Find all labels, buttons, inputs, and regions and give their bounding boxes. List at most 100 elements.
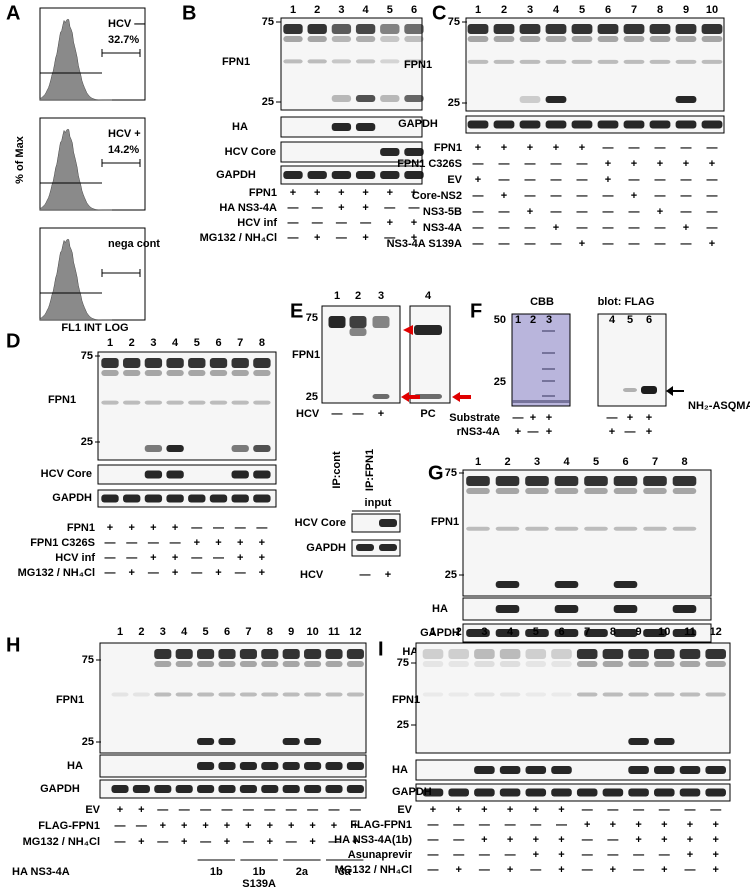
band — [613, 605, 638, 613]
band — [166, 370, 184, 376]
histogram-percent: 14.2% — [108, 144, 139, 156]
sign: — — [530, 864, 541, 876]
band — [705, 649, 726, 659]
sign: + — [687, 819, 693, 831]
band — [643, 488, 667, 494]
band — [282, 649, 300, 659]
sign: + — [646, 412, 652, 424]
lane-number: 3 — [534, 456, 540, 468]
sign: — — [629, 222, 640, 234]
sign: + — [150, 522, 156, 534]
lane-number: 3 — [481, 626, 487, 638]
band — [495, 526, 520, 531]
lane-number: 2 — [504, 456, 510, 468]
band — [166, 400, 184, 405]
sign: — — [577, 190, 588, 202]
band — [597, 120, 619, 129]
band — [379, 519, 397, 527]
sign: — — [336, 232, 347, 244]
sign: + — [610, 819, 616, 831]
band — [467, 59, 489, 64]
sign: — — [577, 206, 588, 218]
lane-number: 8 — [657, 4, 663, 16]
band — [576, 649, 598, 659]
band — [380, 36, 400, 42]
sign: + — [530, 412, 536, 424]
band — [101, 370, 119, 376]
group-name: 3a — [339, 866, 352, 878]
group-name: 1b — [210, 866, 223, 878]
group-name: S139A — [242, 878, 276, 890]
sign: — — [136, 820, 147, 832]
marker-label: 75 — [306, 312, 318, 324]
band — [239, 785, 257, 793]
band — [597, 24, 619, 34]
band — [356, 544, 374, 551]
sign: — — [710, 804, 721, 816]
sign: + — [657, 206, 663, 218]
band — [239, 661, 257, 667]
band — [209, 358, 228, 368]
lane-number: 10 — [706, 4, 718, 16]
sign: — — [655, 142, 666, 154]
sign: + — [481, 834, 487, 846]
lane-number: 6 — [622, 456, 628, 468]
sign: — — [655, 190, 666, 202]
sign: + — [661, 864, 667, 876]
lane-number: 5 — [533, 626, 539, 638]
lane-number: 9 — [288, 626, 294, 638]
row-label: MG132 / NH₄Cl — [200, 232, 277, 244]
band — [188, 358, 206, 368]
histogram-label: HCV — — [108, 18, 145, 30]
lane-number: 4 — [425, 290, 432, 302]
band — [144, 370, 163, 376]
band — [525, 476, 549, 486]
sign: + — [309, 820, 315, 832]
sign: — — [499, 238, 510, 250]
band — [495, 605, 520, 613]
band — [499, 692, 521, 697]
band — [414, 394, 442, 399]
band — [197, 661, 215, 667]
sign: + — [712, 819, 718, 831]
row-label: Core-NS2 — [412, 190, 462, 202]
band — [304, 762, 322, 770]
band — [643, 476, 667, 486]
sign: + — [331, 820, 337, 832]
band — [705, 661, 726, 667]
band — [304, 738, 322, 745]
lane-number: 4 — [553, 4, 560, 16]
band — [123, 358, 141, 368]
sign: + — [605, 174, 611, 186]
lane-number: 1 — [475, 456, 481, 468]
band — [493, 24, 515, 34]
lane-number: 10 — [306, 626, 318, 638]
band — [349, 316, 367, 328]
band — [672, 629, 697, 637]
band — [675, 24, 697, 34]
band — [628, 661, 649, 667]
sign: + — [609, 426, 615, 438]
group-label: HA NS3-4A — [12, 866, 70, 878]
band — [197, 785, 215, 793]
histogram-frame — [39, 117, 146, 211]
row-label: NS3-5B — [423, 206, 462, 218]
band — [197, 692, 215, 697]
band — [495, 476, 520, 486]
band — [499, 649, 521, 659]
sign: + — [411, 217, 417, 229]
sign: — — [603, 222, 614, 234]
band — [525, 661, 547, 667]
blot-box — [511, 313, 571, 407]
sign: — — [384, 202, 395, 214]
band — [675, 36, 697, 42]
sign: — — [473, 190, 484, 202]
histogram — [39, 238, 113, 321]
band — [422, 661, 444, 667]
band — [422, 649, 444, 659]
blot-label: HA — [67, 760, 83, 772]
sign: + — [584, 819, 590, 831]
band — [166, 358, 184, 368]
sign: — — [525, 238, 536, 250]
band — [643, 526, 667, 531]
